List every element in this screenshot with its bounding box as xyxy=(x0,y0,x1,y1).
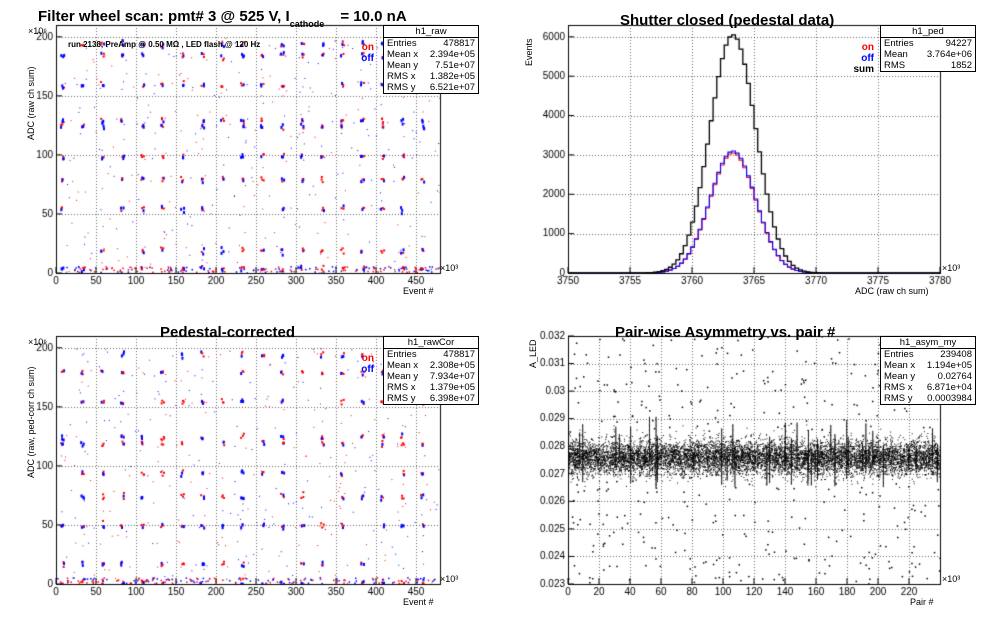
stats-value: 2.394e+05 xyxy=(429,49,475,60)
stats-value: 94227 xyxy=(945,38,972,49)
asym-panel-title: Pair-wise Asymmetry vs. pair # xyxy=(615,324,836,341)
legend-on: on xyxy=(361,353,374,364)
asym-stats-box: h1_asym_my Entries 239408 Mean x 1.194e+05… xyxy=(880,336,976,405)
stats-key: RMS y xyxy=(884,393,913,404)
stats-row: RMS y 6.521e+07 xyxy=(384,82,478,93)
stats-key: Mean xyxy=(884,49,908,60)
ped-x-multiplier: ×10³ xyxy=(942,263,961,273)
stats-value: 0.02764 xyxy=(937,371,972,382)
stats-key: Mean x xyxy=(884,360,916,371)
cor-stats-box: h1_rawCor Entries 478817 Mean x 2.308e+05 … xyxy=(383,336,479,405)
stats-row: Mean y 7.934e+07 xyxy=(384,371,478,382)
stats-row: Entries 478817 xyxy=(384,38,478,49)
ped-xlabel: ADC (raw ch sum) xyxy=(855,286,929,296)
stats-value: 0.0003984 xyxy=(927,393,972,404)
stats-value: 6.398e+07 xyxy=(429,393,475,404)
stats-row: RMS y 0.0003984 xyxy=(881,393,975,404)
stats-row: Mean y 0.02764 xyxy=(881,371,975,382)
stats-key: Mean x xyxy=(387,360,419,371)
stats-value: 239408 xyxy=(940,349,972,360)
cor-stats-name: h1_rawCor xyxy=(384,337,478,349)
raw-legend: on off xyxy=(350,42,374,64)
cor-legend: on off xyxy=(350,353,374,375)
stats-key: Entries xyxy=(884,349,914,360)
legend-off: off xyxy=(361,53,374,64)
legend-sum: sum xyxy=(853,64,874,75)
raw-title-sub: cathode xyxy=(289,19,325,29)
stats-row: Mean 3.764e+06 xyxy=(881,49,975,60)
stats-key: RMS y xyxy=(387,82,416,93)
asym-ylabel: A_LED xyxy=(528,339,538,368)
raw-xlabel: Event # xyxy=(403,286,434,296)
cor-panel-title: Pedestal-corrected xyxy=(160,324,296,341)
stats-key: RMS xyxy=(884,60,906,71)
raw-title-end: = 10.0 nA xyxy=(340,8,407,25)
stats-value: 1.382e+05 xyxy=(429,71,475,82)
stats-value: 6.871e+04 xyxy=(926,382,972,393)
cor-x-multiplier: ×10³ xyxy=(440,574,459,584)
stats-row: RMS x 1.382e+05 xyxy=(384,71,478,82)
stats-key: RMS x xyxy=(884,382,913,393)
stats-value: 7.934e+07 xyxy=(429,371,475,382)
raw-annotation: run 2138, PreAmp @ 0.50 MΩ , LED flash @… xyxy=(68,40,261,49)
stats-row: Entries 239408 xyxy=(881,349,975,360)
stats-key: RMS x xyxy=(387,382,416,393)
asym-x-multiplier: ×10³ xyxy=(942,574,961,584)
legend-on: on xyxy=(361,42,374,53)
stats-key: Entries xyxy=(387,349,417,360)
stats-value: 2.308e+05 xyxy=(429,360,475,371)
ped-legend: on off sum xyxy=(848,42,874,75)
stats-row: RMS 1852 xyxy=(881,60,975,71)
stats-row: RMS x 6.871e+04 xyxy=(881,382,975,393)
asym-stats-name: h1_asym_my xyxy=(881,337,975,349)
stats-key: Entries xyxy=(387,38,417,49)
ped-stats-name: h1_ped xyxy=(881,26,975,38)
legend-on: on xyxy=(861,42,874,53)
stats-key: Mean y xyxy=(387,371,419,382)
stats-row: Entries 94227 xyxy=(881,38,975,49)
stats-row: Mean x 2.308e+05 xyxy=(384,360,478,371)
stats-row: Mean x 1.194e+05 xyxy=(881,360,975,371)
stats-row: RMS x 1.379e+05 xyxy=(384,382,478,393)
ped-panel-title: Shutter closed (pedestal data) xyxy=(620,12,835,29)
stats-value: 3.764e+06 xyxy=(926,49,972,60)
raw-y-multiplier: ×10⁶ xyxy=(28,26,47,36)
stats-key: Mean x xyxy=(387,49,419,60)
raw-stats-box: h1_raw Entries 478817 Mean x 2.394e+05 Mea… xyxy=(383,25,479,94)
stats-value: 478817 xyxy=(443,38,475,49)
raw-title-main: Filter wheel scan: pmt# 3 @ 525 V, I xyxy=(38,8,290,25)
legend-off: off xyxy=(861,53,874,64)
ped-ylabel: Events xyxy=(524,38,534,66)
raw-panel-title: Filter wheel scan: pmt# 3 @ 525 V, Icath… xyxy=(38,8,407,29)
stats-key: RMS y xyxy=(387,393,416,404)
stats-row: Entries 478817 xyxy=(384,349,478,360)
cor-ylabel: ADC (raw, ped-corr ch sum) xyxy=(26,366,36,478)
stats-value: 6.521e+07 xyxy=(429,82,475,93)
cor-xlabel: Event # xyxy=(403,597,434,607)
ped-stats-box: h1_ped Entries 94227 Mean 3.764e+06 RMS 185… xyxy=(880,25,976,72)
stats-value: 1.379e+05 xyxy=(429,382,475,393)
raw-ylabel: ADC (raw ch sum) xyxy=(26,66,36,140)
stats-key: Entries xyxy=(884,38,914,49)
stats-row: RMS y 6.398e+07 xyxy=(384,393,478,404)
stats-row: Mean x 2.394e+05 xyxy=(384,49,478,60)
legend-off: off xyxy=(361,364,374,375)
raw-x-multiplier: ×10³ xyxy=(440,263,459,273)
cor-y-multiplier: ×10⁶ xyxy=(28,337,47,347)
stats-row: Mean y 7.51e+07 xyxy=(384,60,478,71)
raw-stats-name: h1_raw xyxy=(384,26,478,38)
stats-key: RMS x xyxy=(387,71,416,82)
stats-value: 478817 xyxy=(443,349,475,360)
stats-value: 1852 xyxy=(950,60,972,71)
stats-value: 1.194e+05 xyxy=(926,360,972,371)
stats-key: Mean y xyxy=(387,60,419,71)
asym-xlabel: Pair # xyxy=(910,597,934,607)
stats-value: 7.51e+07 xyxy=(435,60,475,71)
stats-key: Mean y xyxy=(884,371,916,382)
